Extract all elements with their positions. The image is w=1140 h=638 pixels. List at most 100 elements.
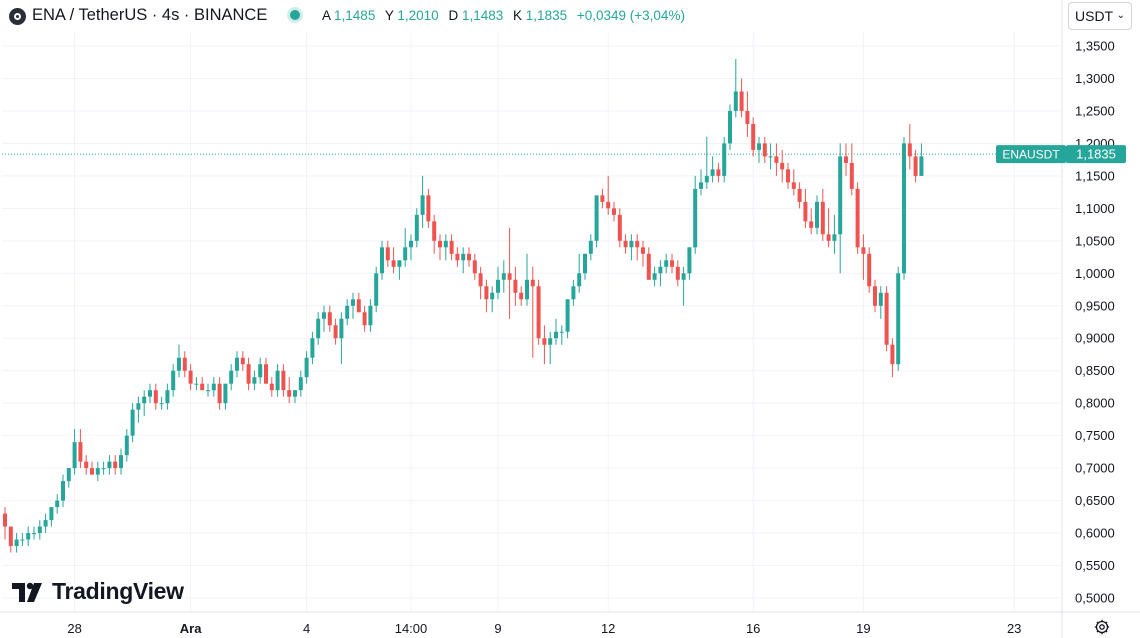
candle-body-up bbox=[49, 507, 54, 521]
candle-body-down bbox=[786, 169, 790, 183]
candle-body-down bbox=[478, 273, 483, 287]
high-key: Y bbox=[384, 8, 394, 23]
y-tick-label: 1,1500 bbox=[1075, 168, 1115, 183]
candle-body-down bbox=[188, 370, 193, 384]
candle-body-up bbox=[165, 390, 170, 404]
candle-body-down bbox=[606, 201, 611, 209]
candle-body-up bbox=[461, 253, 466, 261]
candle-body-up bbox=[397, 260, 402, 267]
candle-body-up bbox=[211, 383, 216, 391]
candle-body-down bbox=[646, 253, 651, 280]
candle-body-up bbox=[548, 338, 553, 345]
candle-body-up bbox=[652, 273, 657, 280]
candle-body-up bbox=[206, 390, 210, 392]
candle-body-up bbox=[525, 279, 529, 300]
currency-selector[interactable]: USDT ⌄ bbox=[1068, 2, 1132, 30]
market-status-icon[interactable] bbox=[290, 10, 300, 20]
brand-name: TradingView bbox=[52, 578, 184, 604]
y-tick-label: 0,5500 bbox=[1075, 558, 1115, 573]
candle-body-down bbox=[844, 156, 848, 163]
candle-body-down bbox=[791, 182, 796, 189]
candle-body-up bbox=[177, 357, 181, 371]
candle-body-up bbox=[733, 91, 738, 111]
candle-body-up bbox=[594, 195, 599, 241]
time-axis[interactable]: 28 Ara 4 14:00 9 12 16 19 23 bbox=[67, 621, 1021, 636]
candle-body-up bbox=[32, 533, 36, 535]
candle-body-up bbox=[559, 331, 564, 333]
price-change: +0,0349 (+3,04%) bbox=[576, 8, 685, 23]
candle-body-up bbox=[148, 390, 152, 397]
candle-body-up bbox=[345, 305, 350, 319]
candle-body-up bbox=[20, 539, 25, 541]
candle-body-up bbox=[501, 273, 506, 280]
candle-body-down bbox=[356, 299, 361, 313]
candle-body-down bbox=[716, 169, 721, 176]
y-tick-label: 0,8500 bbox=[1075, 363, 1115, 378]
candle-body-down bbox=[612, 208, 616, 215]
candle-body-down bbox=[507, 273, 512, 280]
candle-body-down bbox=[890, 344, 895, 365]
candle-body-up bbox=[658, 266, 663, 274]
candle-body-down bbox=[867, 253, 872, 287]
candle-body-up bbox=[664, 260, 669, 267]
candle-body-up bbox=[565, 299, 570, 332]
candle-body-down bbox=[113, 461, 118, 469]
candle-body-up bbox=[316, 318, 321, 339]
candle-body-down bbox=[281, 370, 286, 391]
candle-body-up bbox=[896, 273, 901, 365]
exchange-logo-icon bbox=[9, 8, 26, 25]
candle-body-up bbox=[95, 468, 100, 475]
candle-body-up bbox=[838, 156, 843, 235]
candle-body-down bbox=[182, 357, 187, 371]
candle-body-up bbox=[588, 240, 593, 254]
x-tick-label: 16 bbox=[746, 621, 760, 636]
candle-body-down bbox=[530, 279, 535, 287]
candle-body-up bbox=[490, 292, 495, 300]
candle-body-up bbox=[159, 403, 164, 405]
candle-body-down bbox=[264, 364, 268, 384]
high-value: 1,2010 bbox=[397, 8, 439, 23]
candle-body-down bbox=[635, 240, 640, 248]
candle-body-up bbox=[66, 468, 71, 482]
chevron-down-icon: ⌄ bbox=[1116, 10, 1125, 21]
candle-body-down bbox=[362, 312, 367, 326]
candle-body-up bbox=[878, 292, 883, 306]
candle-body-up bbox=[629, 240, 634, 248]
candle-body-down bbox=[861, 247, 866, 254]
candle-body-up bbox=[583, 253, 587, 274]
candle-body-up bbox=[229, 370, 234, 384]
price-axis[interactable]: 1,35001,30001,25001,20001,15001,10001,05… bbox=[1075, 39, 1115, 606]
candle-body-up bbox=[832, 234, 837, 241]
candle-body-down bbox=[774, 156, 779, 163]
candle-body-down bbox=[542, 338, 547, 345]
candle-body-up bbox=[722, 143, 727, 176]
candle-body-up bbox=[293, 390, 297, 397]
candle-body-up bbox=[252, 377, 257, 384]
candle-body-up bbox=[61, 481, 65, 501]
candle-body-up bbox=[414, 214, 419, 241]
y-tick-label: 1,0000 bbox=[1075, 266, 1115, 281]
candle-body-up bbox=[119, 455, 123, 469]
candle-body-up bbox=[681, 273, 686, 280]
candle-body-up bbox=[728, 110, 732, 144]
candle-body-down bbox=[623, 240, 628, 248]
candle-body-down bbox=[153, 390, 158, 404]
candle-body-up bbox=[304, 357, 309, 378]
candle-body-down bbox=[8, 526, 13, 547]
gear-icon[interactable] bbox=[1094, 619, 1110, 635]
candle-body-up bbox=[101, 468, 106, 470]
symbol-title[interactable]: ENA / TetherUS · 4s · BINANCE bbox=[32, 6, 268, 24]
candle-body-up bbox=[368, 305, 373, 326]
candle-body-up bbox=[687, 247, 692, 274]
candle-body-up bbox=[223, 383, 228, 404]
candle-body-up bbox=[443, 240, 448, 248]
tradingview-brand[interactable]: TradingView bbox=[12, 578, 184, 605]
y-tick-label: 1,3000 bbox=[1075, 71, 1115, 86]
last-price-label: ENAUSDT 1,1835 bbox=[996, 145, 1126, 164]
y-tick-label: 1,1000 bbox=[1075, 201, 1115, 216]
candle-body-down bbox=[745, 110, 750, 124]
last-price-tag-bg bbox=[1066, 145, 1126, 164]
candle-body-down bbox=[391, 260, 396, 267]
